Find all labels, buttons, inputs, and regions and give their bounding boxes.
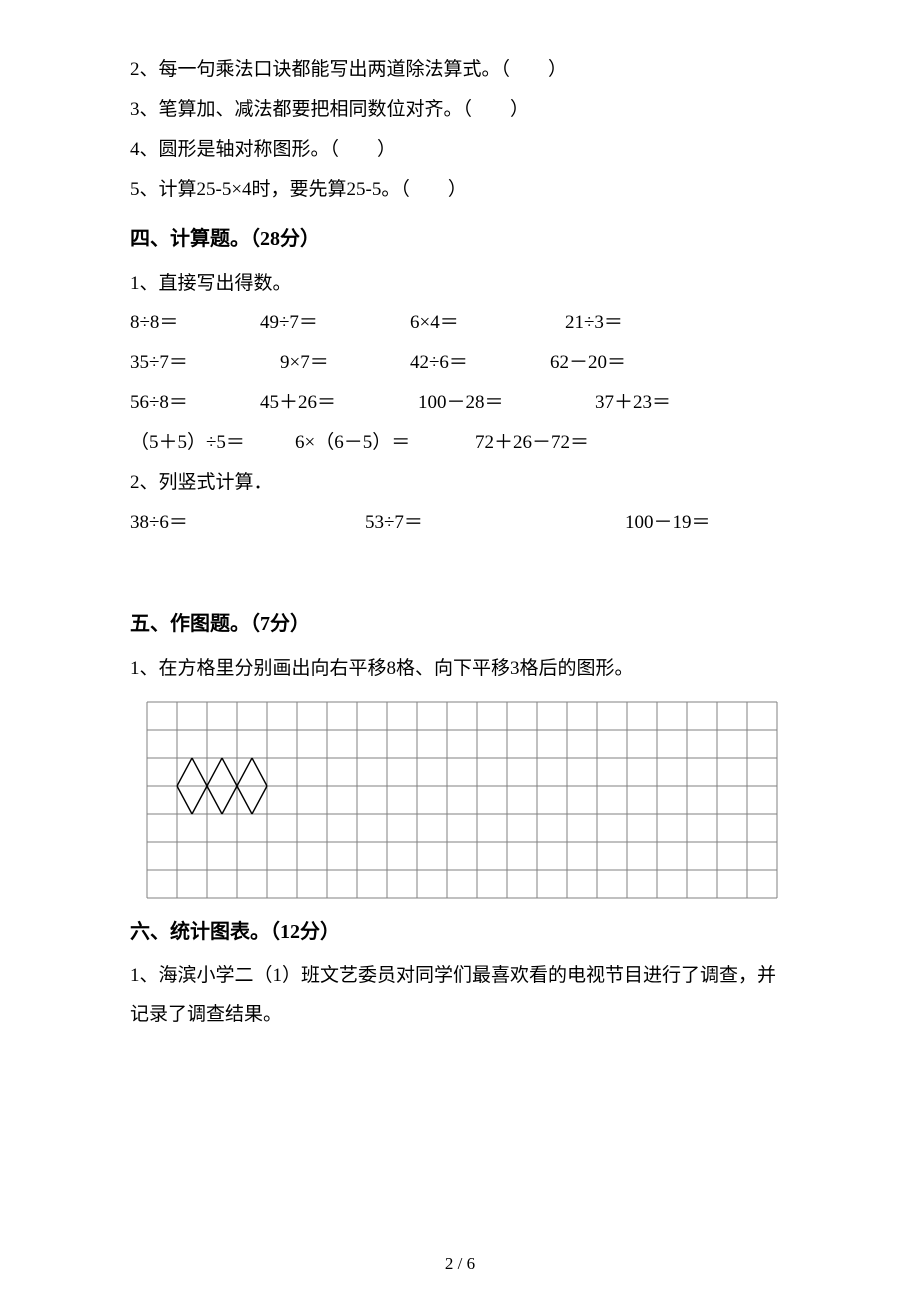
- s4-r2-c: 42÷6＝: [410, 343, 550, 383]
- s4-r4-c: 72＋26－72＝: [475, 423, 589, 463]
- s4-r5-a: 38÷6＝: [130, 503, 365, 543]
- s4-r3-b: 45＋26＝: [260, 383, 418, 423]
- s4-r3-a: 56÷8＝: [130, 383, 260, 423]
- judge-item-3: 3、笔算加、减法都要把相同数位对齐。（ ）: [130, 90, 790, 130]
- s4-r1-d: 21÷3＝: [565, 303, 623, 343]
- judge-item-5: 5、计算25-5×4时，要先算25-5。（ ）: [130, 170, 790, 210]
- s4-r1-b: 49÷7＝: [260, 303, 410, 343]
- grid-figure: [146, 701, 790, 899]
- s4-q1-label: 1、直接写出得数。: [130, 264, 790, 304]
- s4-r1-a: 8÷8＝: [130, 303, 260, 343]
- s4-r2-d: 62－20＝: [550, 343, 626, 383]
- s4-r5-c: 100－19＝: [625, 503, 711, 543]
- section-5-heading: 五、作图题。（7分）: [130, 601, 790, 647]
- s4-row2: 35÷7＝ 9×7＝ 42÷6＝ 62－20＝: [130, 343, 790, 383]
- s4-row4: （5＋5）÷5＝ 6×（6－5）＝ 72＋26－72＝: [130, 423, 790, 463]
- s4-row5: 38÷6＝ 53÷7＝ 100－19＝: [130, 503, 790, 543]
- s4-q2-label: 2、列竖式计算．: [130, 463, 790, 503]
- section-6-heading: 六、统计图表。（12分）: [130, 909, 790, 955]
- s4-row3: 56÷8＝ 45＋26＝ 100－28＝ 37＋23＝: [130, 383, 790, 423]
- s4-row1: 8÷8＝ 49÷7＝ 6×4＝ 21÷3＝: [130, 303, 790, 343]
- page-number: 2 / 6: [0, 1254, 920, 1274]
- translation-grid: [146, 701, 778, 899]
- s4-r3-c: 100－28＝: [418, 383, 595, 423]
- section-4-heading: 四、计算题。（28分）: [130, 216, 790, 262]
- s4-r4-b: 6×（6－5）＝: [295, 423, 475, 463]
- s5-q1: 1、在方格里分别画出向右平移8格、向下平移3格后的图形。: [130, 649, 790, 689]
- s4-r4-a: （5＋5）÷5＝: [130, 423, 295, 463]
- judge-item-4: 4、圆形是轴对称图形。（ ）: [130, 130, 790, 170]
- s4-r3-d: 37＋23＝: [595, 383, 671, 423]
- s6-q1: 1、海滨小学二（1）班文艺委员对同学们最喜欢看的电视节目进行了调查，并记录了调查…: [130, 957, 790, 1035]
- s4-r5-b: 53÷7＝: [365, 503, 625, 543]
- s4-r2-b: 9×7＝: [280, 343, 410, 383]
- s4-r2-a: 35÷7＝: [130, 343, 280, 383]
- s4-r1-c: 6×4＝: [410, 303, 565, 343]
- judge-item-2: 2、每一句乘法口诀都能写出两道除法算式。（ ）: [130, 50, 790, 90]
